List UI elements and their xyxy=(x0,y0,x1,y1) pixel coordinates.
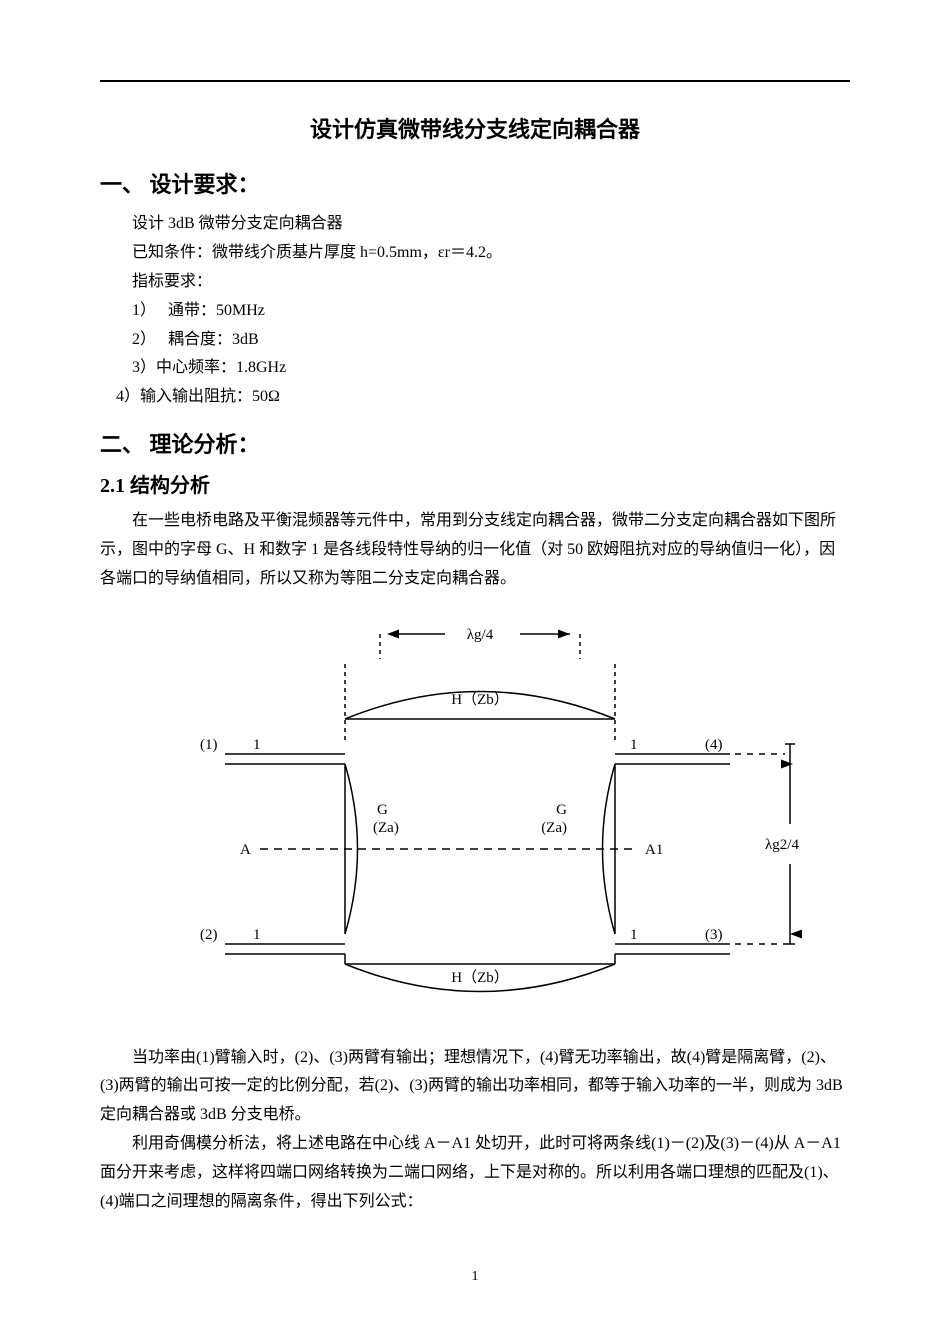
diagram-one-1: 1 xyxy=(253,737,261,753)
requirement-1: 1） 通带：50MHz xyxy=(100,297,850,326)
diagram-label-a1: A1 xyxy=(645,842,663,858)
diagram-one-4: 1 xyxy=(630,737,638,753)
requirement-3: 3）中心频率：1.8GHz xyxy=(100,354,850,383)
coupler-diagram-wrap: λg/4 H（Zb） (1) 1 1 (4) λg2/4 G (Za) xyxy=(100,604,850,1024)
diagram-label-h-zb-bottom: H（Zb） xyxy=(451,969,509,986)
diagram-za-right: (Za) xyxy=(541,820,567,836)
section-1-intro-1: 设计 3dB 微带分支定向耦合器 xyxy=(100,210,850,239)
diagram-za-left: (Za) xyxy=(373,820,399,836)
diagram-g-right: G xyxy=(556,802,567,818)
requirement-2: 2） 耦合度：3dB xyxy=(100,326,850,355)
page-number: 1 xyxy=(100,1266,850,1288)
section-2-para-3: 利用奇偶模分析法，将上述电路在中心线 A－A1 处切开，此时可将两条线(1)－(… xyxy=(100,1130,850,1216)
diagram-label-lambda-top: λg/4 xyxy=(467,627,494,643)
diagram-port-1: (1) xyxy=(200,737,218,753)
diagram-one-3: 1 xyxy=(630,927,638,943)
requirement-4: 4）输入输出阻抗：50Ω xyxy=(100,383,850,412)
diagram-g-left: G xyxy=(377,802,388,818)
section-1-intro-3: 指标要求： xyxy=(100,268,850,297)
diagram-port-2: (2) xyxy=(200,927,218,943)
section-1-heading: 一、 设计要求： xyxy=(100,167,850,202)
diagram-one-2: 1 xyxy=(253,927,261,943)
diagram-label-h-zb-top: H（Zb） xyxy=(451,691,509,708)
document-title: 设计仿真微带线分支线定向耦合器 xyxy=(100,112,850,147)
diagram-label-a: A xyxy=(240,842,251,858)
coupler-diagram: λg/4 H（Zb） (1) 1 1 (4) λg2/4 G (Za) xyxy=(135,604,815,1024)
diagram-port-3: (3) xyxy=(705,927,723,943)
subsection-2-1-heading: 2.1 结构分析 xyxy=(100,470,850,502)
section-1-intro-2: 已知条件：微带线介质基片厚度 h=0.5mm，εr＝4.2。 xyxy=(100,239,850,268)
diagram-label-lambda-right: λg2/4 xyxy=(765,837,799,853)
section-2-heading: 二、 理论分析： xyxy=(100,427,850,462)
section-2-para-1: 在一些电桥电路及平衡混频器等元件中，常用到分支线定向耦合器，微带二分支定向耦合器… xyxy=(100,507,850,593)
top-horizontal-rule xyxy=(100,80,850,82)
section-2-para-2: 当功率由(1)臂输入时，(2)、(3)两臂有输出；理想情况下，(4)臂无功率输出… xyxy=(100,1044,850,1130)
diagram-port-4: (4) xyxy=(705,737,723,753)
